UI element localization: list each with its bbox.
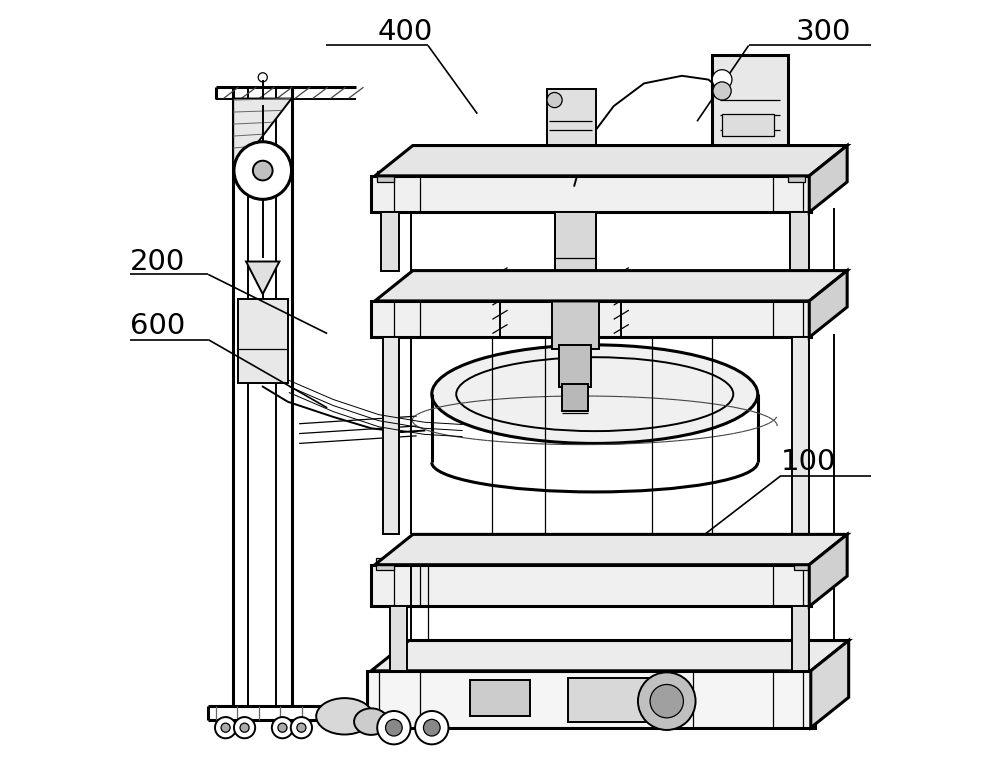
Bar: [371, 176, 811, 212]
Text: 200: 200: [130, 248, 185, 275]
Circle shape: [234, 717, 255, 738]
Bar: [792, 606, 809, 671]
Bar: [790, 212, 809, 271]
Bar: [712, 55, 788, 146]
Circle shape: [386, 719, 402, 736]
Polygon shape: [233, 99, 292, 174]
Circle shape: [297, 723, 306, 732]
Bar: [238, 299, 288, 383]
Circle shape: [638, 672, 696, 730]
Bar: [722, 114, 774, 136]
Circle shape: [240, 723, 249, 732]
Circle shape: [215, 717, 236, 738]
Text: 400: 400: [377, 18, 432, 45]
Bar: [371, 565, 811, 606]
Bar: [367, 671, 815, 728]
Polygon shape: [375, 146, 847, 176]
Circle shape: [278, 723, 287, 732]
Circle shape: [713, 82, 731, 100]
Circle shape: [291, 717, 312, 738]
Bar: [562, 384, 588, 411]
Bar: [559, 345, 591, 387]
Bar: [555, 212, 596, 301]
Polygon shape: [809, 271, 847, 337]
Polygon shape: [811, 641, 849, 728]
Ellipse shape: [316, 698, 373, 735]
Circle shape: [253, 161, 273, 180]
Circle shape: [547, 92, 562, 108]
Polygon shape: [809, 146, 847, 212]
Circle shape: [423, 719, 440, 736]
Circle shape: [650, 684, 683, 718]
Text: 600: 600: [130, 312, 185, 340]
Circle shape: [712, 70, 732, 89]
Bar: [377, 171, 394, 182]
Circle shape: [221, 723, 230, 732]
Bar: [390, 606, 407, 671]
Circle shape: [234, 142, 292, 199]
Bar: [381, 212, 399, 271]
Ellipse shape: [354, 708, 388, 735]
Bar: [376, 558, 394, 570]
Bar: [371, 301, 811, 337]
Bar: [788, 171, 805, 182]
Bar: [547, 89, 596, 146]
Bar: [792, 337, 809, 534]
Polygon shape: [809, 534, 847, 606]
Bar: [794, 558, 812, 570]
Circle shape: [272, 717, 293, 738]
Polygon shape: [375, 534, 847, 565]
Circle shape: [377, 711, 411, 744]
Bar: [568, 678, 682, 722]
Text: 300: 300: [796, 18, 851, 45]
Text: 100: 100: [780, 449, 836, 476]
Polygon shape: [375, 271, 847, 301]
Bar: [470, 680, 530, 716]
Polygon shape: [246, 262, 279, 294]
Circle shape: [415, 711, 448, 744]
Bar: [552, 301, 599, 349]
Polygon shape: [371, 641, 849, 671]
Ellipse shape: [432, 345, 758, 443]
Bar: [383, 337, 399, 534]
